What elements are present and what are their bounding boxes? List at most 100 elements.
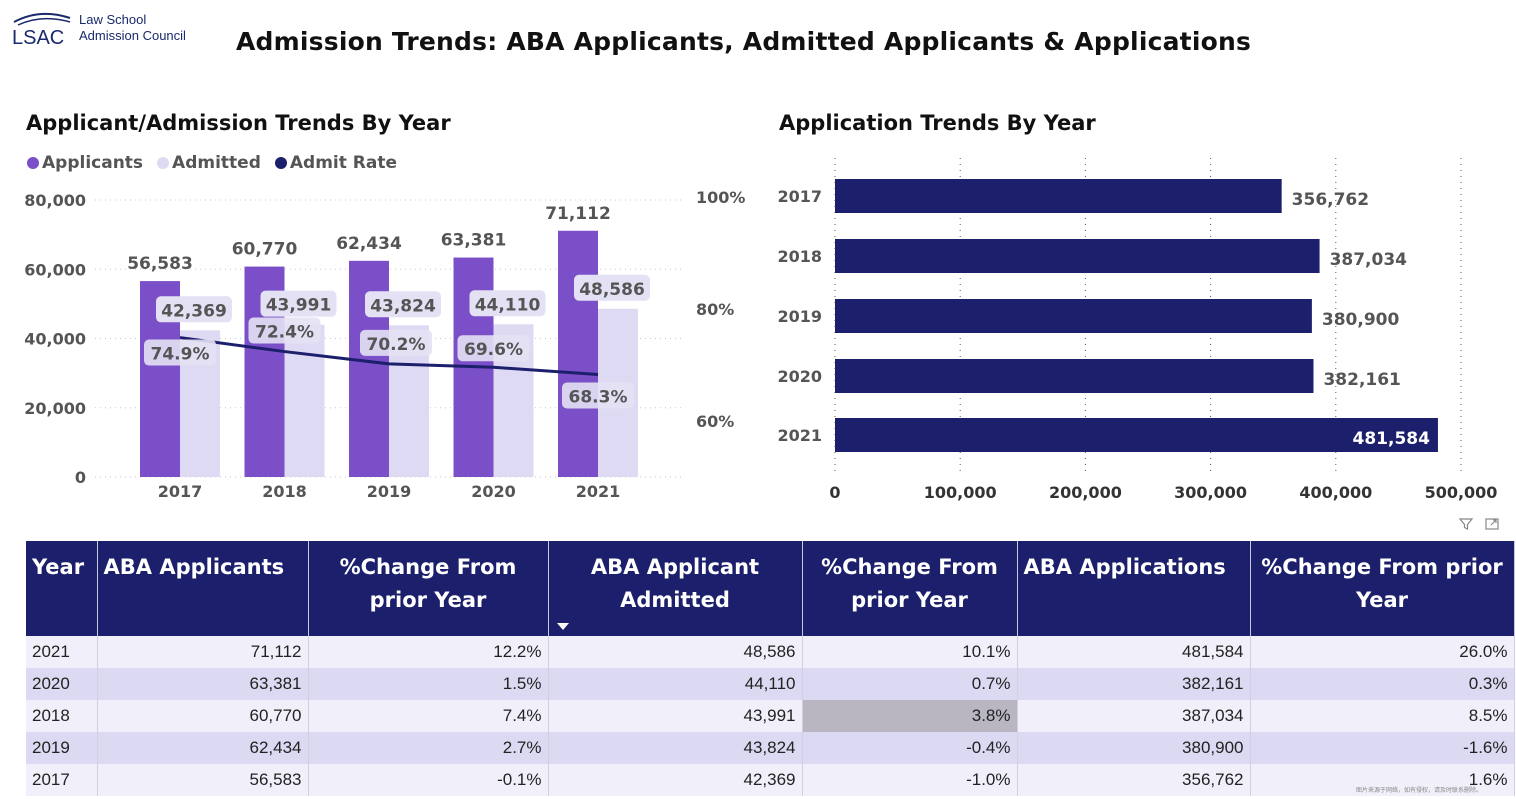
legend-admit-rate-dot — [274, 157, 287, 169]
x-tick-label: 2017 — [158, 482, 203, 501]
table-row[interactable]: 2019 62,434 2.7% 43,824 -0.4% 380,900 -1.6% — [26, 732, 1515, 764]
col-header-applications-change[interactable]: %Change From prior Year — [1250, 541, 1515, 636]
y-tick-label: 80,000 — [24, 191, 86, 210]
application-data-label: 382,161 — [1323, 370, 1400, 390]
y2-tick-label: 100% — [696, 188, 745, 207]
admitted-data-label: 44,110 — [475, 295, 541, 315]
legend-admitted-dot — [157, 157, 170, 169]
value-cell: -0.1% — [308, 764, 549, 796]
legend-admitted-label: Admitted — [172, 153, 261, 173]
value-cell: 382,161 — [1017, 668, 1251, 700]
value-cell: 48,586 — [548, 636, 803, 668]
x-tick-label: 2021 — [576, 482, 621, 501]
value-cell: -1.0% — [802, 764, 1018, 796]
lsac-logo: LSAC Law School Admission Council — [10, 6, 210, 50]
value-cell: 26.0% — [1250, 636, 1515, 668]
col-header-aba-applications[interactable]: ABA Applications — [1017, 541, 1251, 636]
legend-admit-rate-label: Admit Rate — [289, 153, 398, 173]
col-header-applicants-change[interactable]: %Change From prior Year — [308, 541, 549, 636]
applicants-data-label: 56,583 — [127, 254, 193, 274]
application-data-label: 387,034 — [1330, 250, 1408, 270]
y2-tick-label: 80% — [696, 300, 734, 319]
admitted-label-bg — [365, 291, 441, 318]
applicants-bar — [558, 230, 598, 477]
admitted-data-label: 48,586 — [579, 280, 645, 300]
year-cell: 2020 — [26, 668, 98, 700]
admitted-label-bg — [156, 296, 232, 323]
application-bar — [835, 418, 1438, 452]
admit-rate-data-label: 74.9% — [151, 345, 210, 365]
value-cell: 356,762 — [1017, 764, 1251, 796]
year-cell: 2017 — [26, 764, 98, 796]
y-tick-label: 40,000 — [24, 330, 86, 349]
col-header-aba-applicants[interactable]: ABA Applicants — [97, 541, 309, 636]
lsac-logo-mark: LSAC — [12, 12, 71, 49]
visual-header-icons — [1458, 516, 1500, 532]
legend-admit-rate[interactable]: Admit Rate — [274, 153, 398, 173]
x-tick-label: 0 — [829, 483, 840, 502]
admit-rate-label-bg — [457, 335, 530, 362]
admitted-label-bg — [469, 290, 546, 317]
table-row[interactable]: 2017 56,583 -0.1% 42,369 -1.0% 356,762 1.6% — [26, 764, 1515, 796]
logo-abbr: LSAC — [12, 27, 64, 49]
value-cell: 380,900 — [1017, 732, 1251, 764]
col-header-admitted-change[interactable]: %Change From prior Year — [802, 541, 1018, 636]
admitted-label-bg — [574, 274, 650, 301]
admit-rate-line — [179, 336, 599, 377]
value-cell: 71,112 — [97, 636, 309, 668]
legend-applicants-dot — [27, 157, 39, 169]
y-tick-label: 2020 — [777, 367, 822, 386]
value-cell: 62,434 — [97, 732, 309, 764]
col-header-year[interactable]: Year — [26, 541, 98, 636]
x-tick-label: 200,000 — [1049, 483, 1122, 502]
right-chart-title: Application Trends By Year — [779, 111, 1096, 135]
admit-rate-label-bg — [562, 382, 634, 409]
applicants-data-label: 60,770 — [232, 240, 298, 260]
y-tick-label: 2021 — [777, 426, 822, 445]
legend-applicants-label: Applicants — [42, 153, 144, 173]
value-cell: 2.7% — [308, 732, 549, 764]
page-title: Admission Trends: ABA Applicants, Admitt… — [236, 27, 1252, 56]
value-cell: 0.3% — [1250, 668, 1515, 700]
legend-applicants[interactable]: Applicants — [27, 153, 143, 173]
y-tick-label: 2018 — [777, 247, 822, 266]
admit-rate-label-bg — [360, 329, 432, 356]
value-cell: -1.6% — [1250, 732, 1515, 764]
value-cell: 12.2% — [308, 636, 549, 668]
value-cell: 44,110 — [548, 668, 803, 700]
year-cell: 2019 — [26, 732, 98, 764]
admit-rate-data-label: 70.2% — [367, 335, 426, 355]
application-data-label: 380,900 — [1322, 310, 1400, 330]
value-cell: 1.5% — [308, 668, 549, 700]
filter-icon[interactable] — [1458, 516, 1474, 532]
legend-admitted[interactable]: Admitted — [157, 153, 261, 173]
application-bar — [835, 239, 1320, 273]
focus-mode-icon[interactable] — [1484, 516, 1500, 532]
x-tick-label: 2020 — [471, 482, 516, 501]
value-cell: 1.6% — [1250, 764, 1515, 796]
application-bar — [835, 299, 1312, 333]
applicants-data-label: 71,112 — [545, 204, 611, 224]
x-tick-label: 300,000 — [1174, 483, 1247, 502]
admitted-bar — [284, 324, 325, 477]
applicants-data-label: 63,381 — [441, 231, 507, 251]
value-cell: 7.4% — [308, 700, 549, 732]
y2-tick-label: 60% — [696, 412, 734, 431]
applicants-data-label: 62,434 — [336, 234, 402, 254]
y-tick-label: 60,000 — [24, 260, 86, 279]
watermark: 图片来源于网络，如有侵权，请及时联系删除。 — [1356, 787, 1483, 794]
table-row[interactable]: 2018 60,770 7.4% 43,991 3.8% 387,034 8.5% — [26, 700, 1515, 732]
value-cell: 481,584 — [1017, 636, 1251, 668]
x-tick-label: 500,000 — [1425, 483, 1498, 502]
table-row[interactable]: 2020 63,381 1.5% 44,110 0.7% 382,161 0.3% — [26, 668, 1515, 700]
table-body: 2021 71,112 12.2% 48,586 10.1% 481,584 26.0% 20… — [26, 636, 1515, 796]
table-row[interactable]: 2021 71,112 12.2% 48,586 10.1% 481,584 26.0% — [26, 636, 1515, 668]
application-bar — [835, 179, 1282, 213]
x-tick-label: 100,000 — [924, 483, 997, 502]
col-header-applicant-admitted[interactable]: ABA Applicant Admitted — [548, 541, 803, 636]
value-cell: 43,824 — [548, 732, 803, 764]
table-header-row: Year ABA Applicants %Change From prior Y… — [26, 541, 1515, 636]
y-tick-label: 2019 — [777, 307, 822, 326]
logo-line-1: Law School — [79, 12, 147, 27]
y-tick-label: 0 — [75, 468, 86, 487]
